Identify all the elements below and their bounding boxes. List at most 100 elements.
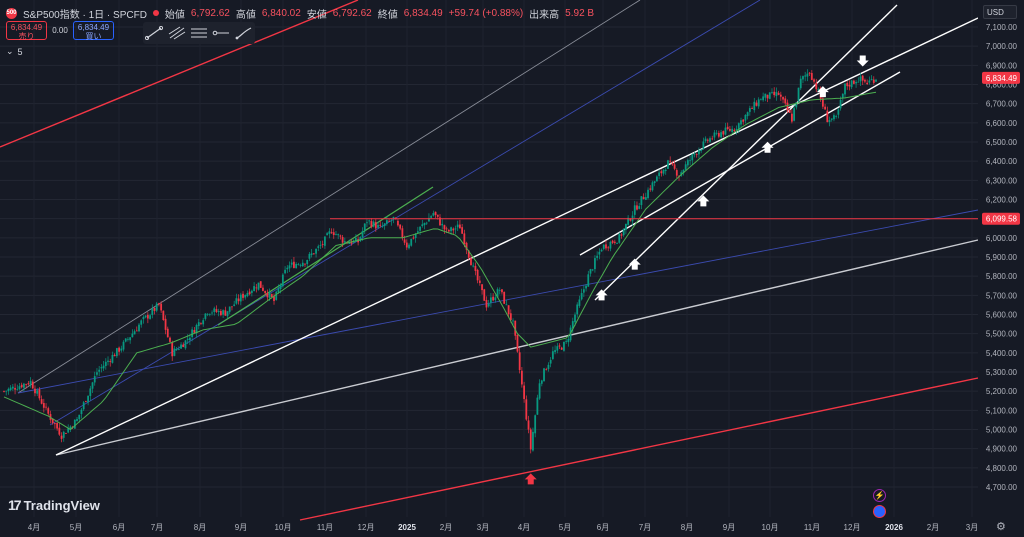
- candle-body: [445, 228, 448, 230]
- fib-icon[interactable]: [190, 26, 208, 40]
- candle-body: [828, 120, 831, 123]
- candle-body: [308, 253, 311, 259]
- down-arrow-icon[interactable]: [856, 55, 869, 67]
- time-axis[interactable]: 4月 5月 6月 7月 8月 9月 10月 11月 12月 2025 2月 3月 4月 5月 6月 7月 8月 9…: [28, 523, 978, 532]
- steep-blue-line[interactable]: [49, 0, 761, 426]
- candle-body: [492, 296, 495, 301]
- candle-body: [403, 239, 406, 243]
- candle-body: [465, 242, 468, 250]
- candle-body: [388, 220, 390, 222]
- up-arrow-icon[interactable]: [816, 86, 829, 98]
- candle-body: [166, 328, 169, 338]
- candle-body: [100, 367, 103, 369]
- candle-body: [773, 91, 776, 96]
- drawn-trendlines[interactable]: [0, 0, 979, 521]
- candle-body: [839, 99, 842, 109]
- candle-body: [253, 286, 255, 292]
- candle-body: [751, 108, 753, 110]
- candle-body: [556, 346, 559, 351]
- price-tick-label: 5,000.00: [986, 426, 1018, 435]
- candle-body: [551, 351, 554, 359]
- candle-body: [197, 322, 200, 327]
- candle-body: [870, 79, 873, 81]
- symbol-title[interactable]: S&P500指数 · 1日 · SPCFD: [23, 9, 147, 21]
- sp500-logo: 500: [6, 7, 17, 19]
- brush-icon[interactable]: [235, 26, 253, 40]
- candle-body: [423, 222, 426, 226]
- upper-red-channel-line[interactable]: [0, 0, 359, 148]
- price-axis[interactable]: 4,700.00 4,800.00 4,900.00 5,000.00 5,100.00…: [978, 0, 1024, 537]
- up-arrow-icon[interactable]: [697, 195, 710, 207]
- candle-body: [140, 320, 143, 325]
- price-tick-label: 6,900.00: [986, 61, 1018, 70]
- candle-body: [866, 82, 869, 85]
- buy-button[interactable]: 6,834.49 買い: [73, 21, 114, 41]
- candle-body: [461, 227, 464, 234]
- candle-body: [237, 298, 240, 302]
- ray-icon[interactable]: [212, 26, 230, 40]
- candle-body: [432, 213, 435, 216]
- candle-body: [189, 337, 191, 341]
- annotation-arrows[interactable]: [524, 55, 869, 485]
- candle-body: [662, 169, 665, 174]
- candle-body: [485, 300, 488, 308]
- candle-body: [80, 409, 83, 415]
- white-trend-line-steep[interactable]: [594, 4, 898, 301]
- candle-body: [390, 220, 393, 222]
- white-trend-line-upper[interactable]: [579, 71, 901, 256]
- candle-body: [545, 369, 548, 371]
- lightning-event-icon[interactable]: ⚡: [873, 489, 886, 502]
- candle-body: [262, 287, 264, 291]
- candle-body: [337, 234, 340, 236]
- candle-body: [600, 249, 603, 252]
- candle-body: [667, 160, 669, 169]
- candle-body: [42, 402, 45, 408]
- candle-body: [434, 211, 437, 216]
- green-channel-line[interactable]: [217, 186, 434, 326]
- indicator-toggle[interactable]: ⌄ 5: [6, 46, 23, 57]
- candle-body: [574, 314, 576, 323]
- up-arrow-icon[interactable]: [761, 141, 774, 153]
- candle-body: [527, 420, 530, 430]
- us-flag-event-icon[interactable]: [873, 505, 886, 518]
- candle-body: [686, 160, 689, 166]
- trend-line-icon[interactable]: [145, 26, 164, 40]
- candle-body: [454, 228, 457, 230]
- candle-body: [160, 303, 163, 311]
- up-arrow-icon[interactable]: [595, 289, 608, 301]
- blue-diagonal-line[interactable]: [17, 209, 979, 394]
- time-tick-label: 12月: [358, 523, 375, 532]
- candle-body: [29, 380, 32, 385]
- currency-selector[interactable]: USD: [983, 5, 1017, 19]
- candle-body: [861, 75, 864, 81]
- lower-red-channel-line[interactable]: [299, 377, 979, 521]
- candle-body: [250, 290, 253, 293]
- time-tick-label: 6月: [113, 523, 125, 532]
- price-tick-label: 5,900.00: [986, 253, 1018, 262]
- up-arrow-icon[interactable]: [524, 473, 537, 485]
- candle-body: [208, 313, 211, 315]
- candle-body: [222, 310, 225, 315]
- candle-body: [514, 320, 517, 336]
- time-tick-label: 3月: [477, 523, 489, 532]
- candle-body: [547, 364, 550, 370]
- candle-body: [372, 221, 375, 227]
- candle-body: [9, 387, 12, 391]
- up-arrow-icon[interactable]: [628, 258, 641, 270]
- candle-body: [682, 169, 685, 174]
- candle-body: [343, 241, 346, 243]
- candle-body: [264, 290, 267, 294]
- candle-body: [835, 116, 838, 117]
- candle-body: [494, 297, 497, 301]
- candle-body: [120, 348, 123, 351]
- pitchfork-icon[interactable]: [168, 26, 186, 40]
- candle-body: [295, 263, 298, 269]
- candle-body: [768, 92, 771, 99]
- candle-body: [501, 289, 503, 293]
- sell-button[interactable]: 6,834.49 売り: [6, 21, 47, 41]
- candle-body: [78, 414, 81, 420]
- settings-gear-icon[interactable]: ⚙: [996, 521, 1006, 533]
- candle-body: [481, 284, 483, 291]
- upper-grey-channel-line[interactable]: [17, 0, 641, 394]
